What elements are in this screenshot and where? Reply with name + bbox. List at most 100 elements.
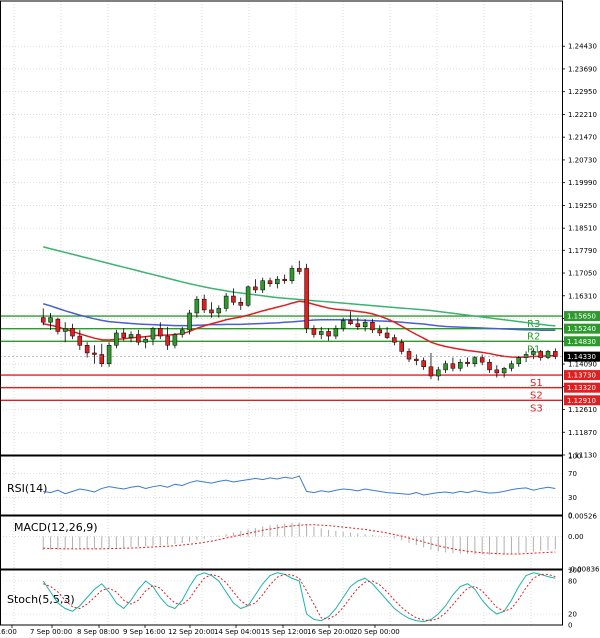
time-tick-label: 16 Sep 20:00: [307, 628, 354, 636]
time-tick-label: 8 Sep 08:00: [77, 628, 119, 636]
level-price-label-s2: 1.13320: [567, 384, 596, 392]
rsi-panel-frame: [0, 455, 563, 516]
candle-body: [421, 360, 426, 368]
candle-body: [545, 351, 551, 358]
time-axis: p 16:00 7 Sep 00:00 8 Sep 08:00 9 Sep 16:00…: [0, 625, 400, 636]
candle-body: [501, 368, 507, 374]
candle-body: [187, 312, 192, 331]
stoch-d-line: [43, 573, 556, 622]
candle-body: [55, 318, 61, 332]
rsi-panel-tick-label: 100: [568, 453, 581, 461]
candle-body: [516, 357, 522, 364]
rsi-label: RSI(14): [7, 482, 47, 495]
candle-body: [333, 328, 339, 337]
ma-mid-line: [43, 303, 556, 331]
candle-body: [275, 278, 280, 285]
candle-body: [99, 354, 105, 364]
price-tick-label: 1.20730: [568, 156, 597, 164]
candle-body: [260, 280, 265, 291]
candle-body: [114, 332, 119, 346]
candle-body: [509, 363, 514, 369]
candle-body: [362, 321, 368, 328]
price-tick-label: 1.19250: [568, 202, 597, 210]
candle-body: [282, 278, 287, 281]
level-tag-s1: S1: [530, 378, 543, 389]
candle-body: [245, 286, 251, 306]
main-panel-frame: [0, 0, 563, 456]
stoch-k-line: [42, 572, 556, 623]
level-tag-r2: R2: [527, 332, 540, 343]
candle-body: [77, 335, 83, 346]
candle-body: [311, 328, 317, 335]
time-tick-label: 14 Sep 04:00: [214, 628, 261, 636]
candle-body: [158, 328, 163, 337]
ma-fast-line: [43, 300, 556, 359]
candle-body: [201, 298, 207, 311]
candle-body: [377, 329, 383, 334]
price-tick-label: 1.23690: [568, 65, 597, 73]
candle-body: [84, 345, 90, 354]
price-tick-label: 1.17790: [568, 247, 597, 255]
stoch-panel-tick-label: 80: [568, 578, 577, 586]
candle-body: [40, 317, 46, 323]
candle-body: [238, 301, 244, 306]
macd-label: MACD(12,26,9): [14, 521, 98, 534]
candle-body: [209, 309, 214, 314]
time-tick-label: 15 Sep 12:00: [261, 628, 308, 636]
candle-body: [436, 369, 441, 377]
time-tick-label: 12 Sep 20:00: [168, 628, 215, 636]
rsi-line: [43, 475, 556, 496]
candle-body: [318, 331, 324, 335]
candle-body: [428, 366, 434, 377]
candle-body: [172, 334, 178, 346]
candle-body: [355, 323, 361, 328]
price-tick-label: 1.12610: [568, 406, 597, 414]
candle-body: [340, 320, 346, 329]
candle-body: [223, 295, 229, 309]
price-tick-label: 1.24430: [568, 43, 597, 51]
candle-body: [348, 320, 353, 324]
stoch-panel-tick-label: 20: [568, 611, 577, 619]
level-price-box-s1: [564, 370, 600, 381]
price-tick-label: 1.18510: [568, 225, 597, 233]
level-tag-s3: S3: [530, 403, 543, 414]
price-tick-label: 1.21470: [568, 134, 597, 142]
candle-body: [553, 351, 558, 357]
level-price-box-s3: [564, 395, 600, 406]
candle-body: [538, 351, 543, 358]
candle-body: [165, 335, 170, 346]
current-price-label: 1.14330: [567, 353, 596, 361]
candle-body: [143, 338, 148, 343]
time-tick-label: 20 Sep 00:00: [353, 628, 400, 636]
price-tick-label: 1.11870: [568, 429, 597, 437]
candle-body: [231, 295, 236, 303]
price-tick-label: 1.11130: [568, 452, 597, 460]
candle-body: [136, 334, 141, 343]
candle-body: [297, 268, 302, 272]
candle-body: [479, 357, 485, 363]
candle-body: [62, 328, 68, 332]
main-price-panel: 1.24430 1.23690 1.22950 1.22210 1.21470 1.207…: [0, 0, 600, 460]
price-tick-label: 1.22950: [568, 88, 597, 96]
level-price-box-s2: [564, 382, 600, 393]
stoch-panel-tick-label: 100: [568, 567, 581, 575]
level-price-label-r2: 1.15240: [567, 325, 596, 333]
candle-body: [370, 321, 375, 331]
candle-body: [406, 351, 412, 360]
level-price-label-s3: 1.12910: [567, 397, 596, 405]
current-price-box: [564, 351, 600, 362]
candle-body: [267, 280, 273, 285]
macd-panel-tick-label: -0.00836: [568, 566, 600, 574]
time-tick-label: p 16:00: [0, 628, 17, 636]
candle-body: [121, 332, 126, 338]
candle-body: [457, 361, 463, 369]
level-price-label-s1: 1.13730: [567, 372, 596, 380]
level-tag-s2: S2: [530, 391, 543, 402]
level-price-box-r2: [564, 323, 600, 334]
candle-body: [253, 286, 258, 291]
level-price-label-r3: 1.15650: [567, 313, 596, 321]
candle-body: [289, 268, 295, 281]
candle-body: [384, 332, 390, 338]
candle-body: [304, 268, 309, 329]
